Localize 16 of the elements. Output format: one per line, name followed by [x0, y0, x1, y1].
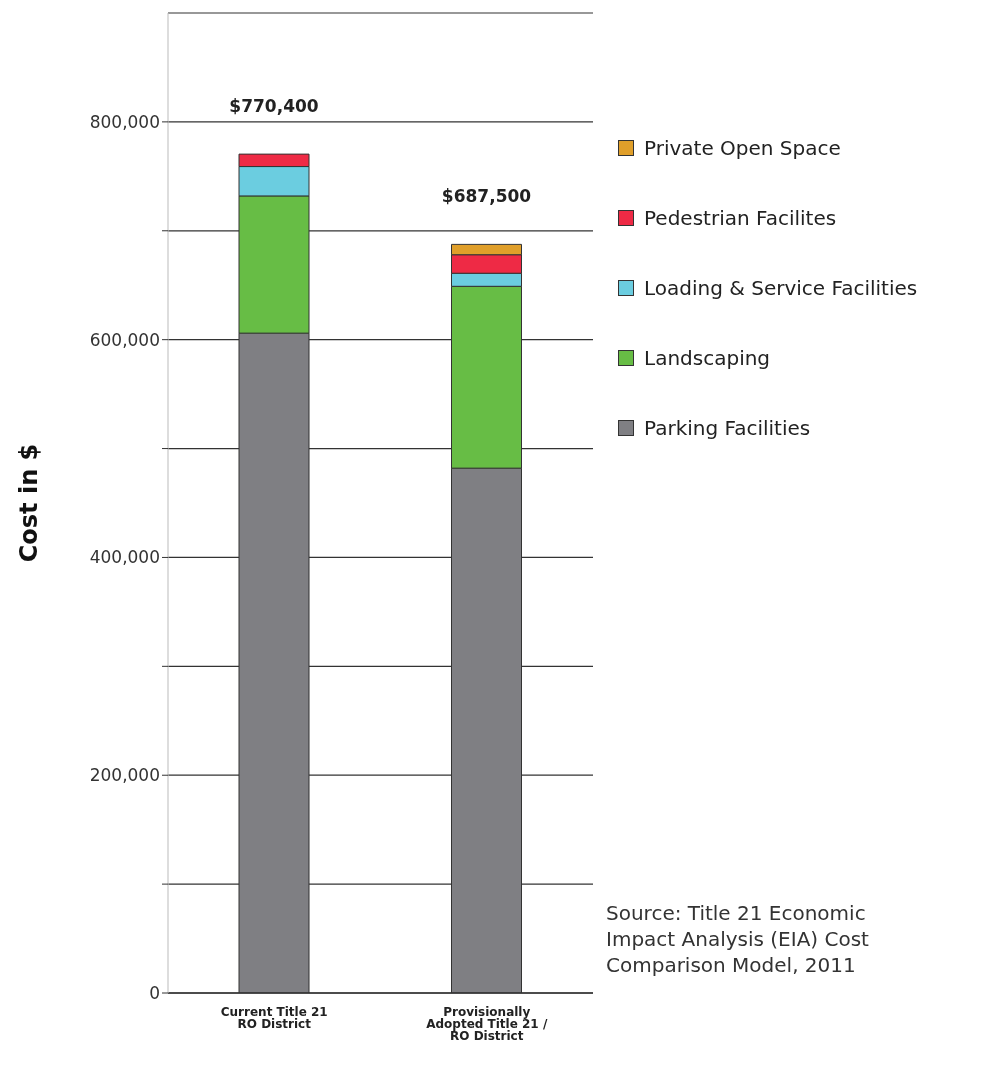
source-note: Source: Title 21 Economic Impact Analysis (EIA) Cost Comparison Model, 2011	[606, 900, 870, 978]
legend-label: Private Open Space	[644, 135, 841, 160]
legend-label: Parking Facilities	[644, 415, 811, 440]
y-tick-label: 200,000	[89, 765, 160, 786]
y-tick-label: 600,000	[89, 329, 160, 350]
legend-label: Landscaping	[644, 345, 771, 370]
y-tick-label: 400,000	[89, 547, 160, 568]
total-label: $687,500	[441, 186, 532, 207]
y-axis-title: Cost in $	[14, 443, 43, 563]
x-tick-label: Current Title 21 RO District	[220, 1004, 328, 1031]
total-label: $770,400	[229, 96, 319, 117]
y-tick-label: 800,000	[89, 111, 160, 132]
legend-label: Loading & Service Facilities	[644, 275, 918, 300]
y-tick-label: 0	[149, 983, 160, 1004]
x-tick-label: Provisionally Adopted Title 21 / RO District	[426, 1004, 548, 1043]
legend-label: Pedestrian Facilites	[644, 205, 837, 230]
